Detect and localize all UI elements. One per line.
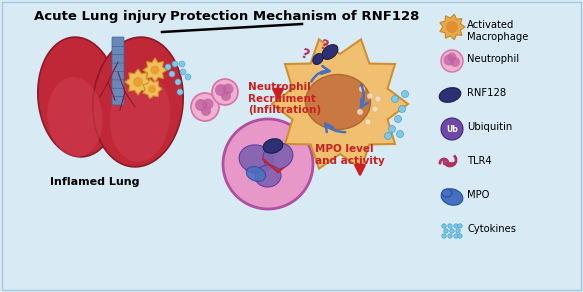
Circle shape: [458, 224, 462, 228]
Circle shape: [221, 91, 231, 101]
Circle shape: [448, 224, 452, 228]
FancyBboxPatch shape: [112, 62, 124, 72]
Circle shape: [179, 61, 185, 67]
Ellipse shape: [442, 189, 452, 197]
Circle shape: [441, 118, 463, 140]
Circle shape: [215, 84, 227, 96]
Circle shape: [223, 84, 234, 95]
Circle shape: [442, 224, 446, 228]
FancyBboxPatch shape: [112, 70, 124, 80]
Circle shape: [365, 119, 371, 125]
Circle shape: [165, 64, 171, 70]
Circle shape: [169, 71, 175, 77]
Circle shape: [454, 224, 458, 228]
Text: Cytokines: Cytokines: [467, 224, 516, 234]
Text: TLR4: TLR4: [467, 156, 491, 166]
Circle shape: [395, 116, 402, 123]
Text: Protection Mechanism of RNF128: Protection Mechanism of RNF128: [170, 10, 420, 23]
Circle shape: [441, 50, 463, 72]
Circle shape: [357, 109, 363, 115]
Circle shape: [133, 77, 143, 87]
Ellipse shape: [305, 74, 371, 129]
Polygon shape: [125, 69, 151, 95]
Circle shape: [450, 229, 454, 233]
Circle shape: [372, 106, 378, 112]
Circle shape: [177, 89, 183, 95]
Text: MPO: MPO: [467, 190, 489, 200]
Circle shape: [180, 69, 186, 75]
Circle shape: [444, 55, 455, 65]
Circle shape: [396, 131, 403, 138]
Ellipse shape: [47, 77, 103, 157]
Circle shape: [202, 98, 213, 110]
Circle shape: [454, 234, 458, 238]
Ellipse shape: [313, 53, 323, 65]
Ellipse shape: [263, 139, 283, 153]
Text: ?: ?: [300, 47, 312, 63]
Circle shape: [359, 86, 365, 92]
Circle shape: [444, 229, 448, 233]
Circle shape: [185, 74, 191, 80]
Circle shape: [201, 106, 211, 116]
Circle shape: [442, 234, 446, 238]
Circle shape: [191, 93, 219, 121]
Text: Activated
Macrophage: Activated Macrophage: [467, 20, 528, 41]
Text: Neutrophil: Neutrophil: [467, 54, 519, 64]
FancyBboxPatch shape: [112, 79, 124, 88]
Circle shape: [148, 85, 156, 93]
Ellipse shape: [246, 167, 266, 181]
Circle shape: [392, 95, 399, 102]
Circle shape: [172, 61, 178, 67]
Ellipse shape: [322, 45, 338, 59]
Circle shape: [212, 79, 238, 105]
Ellipse shape: [441, 189, 463, 205]
Ellipse shape: [93, 37, 183, 167]
Ellipse shape: [239, 145, 273, 173]
Text: Acute Lung injury: Acute Lung injury: [34, 10, 166, 23]
Ellipse shape: [439, 88, 461, 102]
Circle shape: [456, 229, 460, 233]
Circle shape: [450, 57, 460, 67]
Text: MPO level
and activity: MPO level and activity: [315, 144, 385, 166]
Circle shape: [399, 105, 406, 112]
Circle shape: [458, 234, 462, 238]
Circle shape: [375, 96, 381, 102]
Circle shape: [402, 91, 409, 98]
Circle shape: [175, 79, 181, 85]
FancyBboxPatch shape: [112, 37, 124, 46]
Text: Ub: Ub: [446, 124, 458, 133]
Circle shape: [448, 53, 456, 62]
Polygon shape: [272, 39, 408, 169]
Ellipse shape: [38, 37, 118, 157]
Text: RNF128: RNF128: [467, 88, 506, 98]
FancyBboxPatch shape: [112, 45, 124, 55]
Circle shape: [388, 126, 395, 133]
Polygon shape: [143, 58, 167, 82]
FancyBboxPatch shape: [112, 95, 124, 105]
Circle shape: [195, 99, 207, 111]
FancyBboxPatch shape: [112, 54, 124, 63]
Text: ?: ?: [318, 38, 331, 54]
Polygon shape: [440, 14, 465, 40]
Polygon shape: [143, 79, 162, 99]
Circle shape: [448, 234, 452, 238]
Circle shape: [367, 93, 373, 99]
Text: Inflamed Lung: Inflamed Lung: [50, 177, 140, 187]
Circle shape: [446, 21, 458, 33]
Circle shape: [385, 133, 392, 140]
Circle shape: [150, 65, 160, 74]
Ellipse shape: [110, 72, 170, 162]
Text: Neutrophil
Recruiment
(Infiltration): Neutrophil Recruiment (Infiltration): [248, 82, 321, 115]
Ellipse shape: [263, 143, 293, 169]
Ellipse shape: [255, 165, 281, 187]
Circle shape: [223, 119, 313, 209]
FancyBboxPatch shape: [112, 87, 124, 97]
Text: Ubiquitin: Ubiquitin: [467, 122, 512, 132]
